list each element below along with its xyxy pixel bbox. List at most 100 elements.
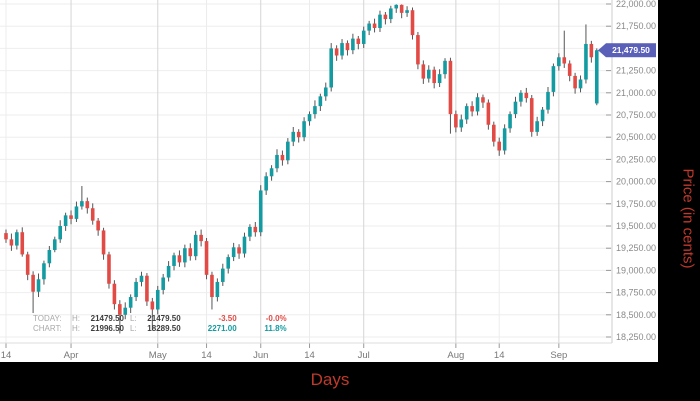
- x-axis-label: Aug: [447, 350, 464, 361]
- candle-body-down: [188, 248, 193, 257]
- candle-body-up: [405, 10, 409, 13]
- x-axis-title: Days: [310, 370, 350, 389]
- candle-body-down: [69, 215, 73, 219]
- candle-body-up: [275, 154, 279, 169]
- y-axis-label: 22,000.00: [616, 0, 656, 9]
- y-axis-label: 19,250.00: [616, 243, 656, 253]
- candle-body-up: [242, 236, 247, 254]
- y-axis-label: 20,250.00: [616, 154, 656, 164]
- candle-body-down: [383, 14, 388, 20]
- candle-body-up: [42, 263, 46, 280]
- candle-body-up: [269, 168, 274, 177]
- candle-body-down: [524, 92, 529, 99]
- x-axis-label: Jul: [358, 350, 370, 361]
- candle-body-up: [15, 232, 19, 246]
- y-axis-label: 21,000.00: [616, 88, 656, 98]
- candle-body-up: [307, 114, 312, 122]
- candle-body-up: [291, 131, 296, 142]
- candle-body-up: [286, 141, 290, 161]
- candle-body-up: [459, 119, 464, 128]
- candle-body-up: [323, 87, 328, 97]
- candle-body-down: [145, 275, 149, 302]
- candle-body-down: [470, 106, 474, 112]
- candle-body-up: [248, 226, 252, 237]
- candle-body-up: [584, 43, 588, 80]
- legend-row-chart: CHART: H: 21996.50 L: 18289.50 2271.00 11.8%: [33, 324, 287, 334]
- candle-body-up: [161, 277, 165, 290]
- chart-plot-area[interactable]: 22,000.0021,750.0021,500.0021,250.0021,0…: [0, 0, 658, 362]
- candle-body-down: [107, 254, 111, 284]
- y-axis-label: 18,250.00: [616, 332, 656, 342]
- y-axis-label: 19,500.00: [616, 221, 656, 231]
- candle-body-up: [437, 74, 442, 84]
- x-axis-label: 14: [1, 350, 12, 361]
- y-axis-label: 20,000.00: [616, 177, 656, 187]
- candle-body-up: [443, 60, 447, 75]
- candle-body-up: [367, 23, 371, 31]
- candle-body-down: [372, 23, 377, 28]
- candle-body-up: [36, 279, 41, 292]
- x-axis-label: Jun: [253, 350, 268, 361]
- candle-body-up: [378, 14, 382, 28]
- candle-body-up: [264, 176, 268, 191]
- candle-body-down: [150, 301, 155, 310]
- candle-body-up: [80, 201, 84, 207]
- legend-today-change: -3.50: [218, 314, 237, 323]
- candle-body-up: [74, 206, 79, 219]
- candle-body-up: [502, 128, 507, 151]
- candle-body-down: [567, 63, 572, 76]
- candle-body-up: [193, 234, 198, 257]
- y-axis-label: 20,500.00: [616, 132, 656, 142]
- x-axis-label: Apr: [64, 350, 79, 361]
- last-price-badge-arrow: [598, 43, 606, 58]
- candle-body-up: [231, 247, 236, 258]
- candle-body-down: [492, 124, 496, 142]
- y-axis-label: 18,500.00: [616, 310, 656, 320]
- y-axis-label: 21,250.00: [616, 66, 656, 76]
- y-axis-title: Price (in cents): [679, 168, 697, 269]
- candle-body-up: [389, 8, 393, 20]
- candle-body-up: [329, 48, 333, 88]
- candlestick-chart-canvas[interactable]: 22,000.0021,750.0021,500.0021,250.0021,0…: [0, 0, 658, 362]
- candle-body-down: [421, 64, 426, 79]
- candle-body-up: [540, 109, 545, 122]
- x-axis-label: 14: [304, 350, 315, 361]
- candle-body-down: [410, 10, 415, 36]
- x-axis-label: 14: [201, 350, 212, 361]
- x-axis-label: Sep: [550, 350, 567, 361]
- candle-body-down: [237, 247, 241, 254]
- legend-today-high-value: 21479.50: [90, 314, 124, 323]
- candle-body-down: [85, 201, 90, 209]
- candle-body-up: [166, 265, 171, 278]
- candle-body-up: [318, 96, 323, 107]
- candle-body-down: [529, 98, 534, 132]
- candle-body-up: [475, 97, 480, 112]
- candle-body-up: [134, 281, 138, 298]
- candle-body-up: [258, 190, 263, 233]
- candle-body-down: [497, 141, 502, 151]
- x-axis-label: 14: [494, 350, 505, 361]
- legend-row-today: TODAY: H: 21479.50 L: 21479.50 -3.50 -0.0%: [33, 314, 287, 324]
- candle-body-down: [486, 102, 491, 125]
- legend-chart-low-value: 18289.50: [147, 323, 181, 333]
- candle-body-up: [302, 121, 306, 138]
- candle-body-down: [399, 4, 404, 13]
- candle-body-down: [432, 69, 436, 84]
- candle-body-up: [426, 69, 431, 79]
- candle-body-up: [340, 43, 344, 56]
- last-price-badge: [606, 43, 656, 58]
- y-axis-label: 20,750.00: [616, 110, 656, 120]
- candle-body-up: [313, 106, 317, 115]
- legend-chart-high-key: H:: [72, 323, 80, 333]
- candle-body-up: [551, 66, 556, 92]
- candle-body-up: [139, 275, 144, 282]
- candle-body-down: [345, 43, 350, 51]
- candle-body-down: [573, 75, 577, 89]
- legend-chart-change: 2271.00: [207, 323, 237, 333]
- candle-body-up: [546, 91, 550, 110]
- candle-body-down: [416, 35, 420, 65]
- candle-body-up: [183, 248, 187, 263]
- candle-body-down: [112, 283, 117, 305]
- candle-body-down: [101, 230, 106, 255]
- legend-today-low-value: 21479.50: [147, 314, 181, 323]
